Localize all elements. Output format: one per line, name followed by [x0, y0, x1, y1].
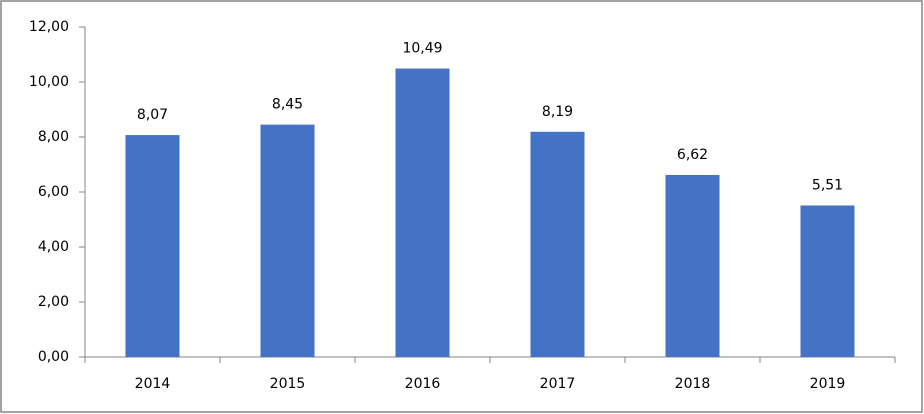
- value-label: 8,07: [137, 107, 168, 123]
- x-tick-label: 2016: [405, 376, 441, 392]
- y-tick-label: 12,00: [29, 19, 69, 35]
- bar: [260, 124, 315, 357]
- x-tick-label: 2014: [135, 376, 171, 392]
- x-tick-label: 2017: [540, 376, 576, 392]
- y-tick-label: 0,00: [38, 349, 69, 365]
- x-tick-label: 2018: [675, 376, 711, 392]
- value-label: 8,45: [272, 97, 303, 113]
- y-tick-label: 6,00: [38, 184, 69, 200]
- y-tick-label: 4,00: [38, 239, 69, 255]
- value-label: 6,62: [677, 147, 708, 163]
- bar: [530, 131, 585, 357]
- bar: [800, 205, 855, 357]
- value-label: 5,51: [812, 177, 843, 193]
- bar: [395, 68, 450, 358]
- x-tick-label: 2019: [810, 376, 846, 392]
- bar: [125, 135, 180, 357]
- y-tick-label: 10,00: [29, 74, 69, 90]
- y-tick-label: 2,00: [38, 294, 69, 310]
- y-tick-label: 8,00: [38, 129, 69, 145]
- value-label: 10,49: [402, 41, 442, 57]
- value-label: 8,19: [542, 104, 573, 120]
- bar: [665, 174, 720, 357]
- x-tick-label: 2015: [270, 376, 306, 392]
